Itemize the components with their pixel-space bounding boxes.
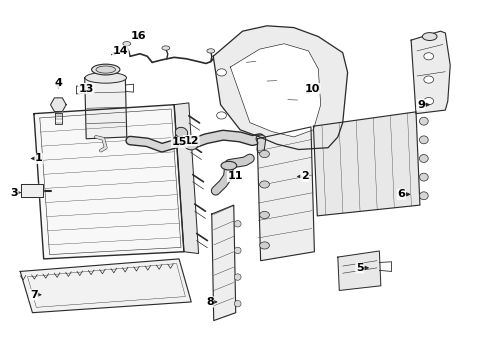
Polygon shape <box>314 112 420 216</box>
Ellipse shape <box>175 127 188 138</box>
Text: 3: 3 <box>11 188 18 198</box>
Ellipse shape <box>234 247 241 254</box>
Ellipse shape <box>419 117 428 125</box>
Polygon shape <box>230 44 321 137</box>
Ellipse shape <box>419 192 428 200</box>
Polygon shape <box>34 105 184 259</box>
Text: 6: 6 <box>397 189 405 199</box>
Text: 4: 4 <box>54 78 62 88</box>
Text: 15: 15 <box>172 138 187 147</box>
Polygon shape <box>212 205 236 320</box>
Polygon shape <box>50 98 66 112</box>
Polygon shape <box>85 76 127 139</box>
Circle shape <box>217 112 226 119</box>
Circle shape <box>217 69 226 76</box>
Ellipse shape <box>234 274 241 280</box>
Ellipse shape <box>419 136 428 144</box>
Ellipse shape <box>123 41 131 46</box>
Polygon shape <box>21 184 43 197</box>
Circle shape <box>424 76 434 83</box>
Ellipse shape <box>96 66 116 73</box>
Circle shape <box>424 98 434 105</box>
Polygon shape <box>213 26 347 149</box>
Ellipse shape <box>221 161 237 170</box>
Text: 13: 13 <box>78 84 94 94</box>
Ellipse shape <box>419 173 428 181</box>
Ellipse shape <box>419 154 428 162</box>
Text: 7: 7 <box>30 290 38 300</box>
Polygon shape <box>411 31 450 114</box>
Ellipse shape <box>234 221 241 227</box>
Text: 12: 12 <box>183 136 199 145</box>
Polygon shape <box>174 103 198 253</box>
Polygon shape <box>338 251 381 291</box>
Text: 5: 5 <box>356 263 364 273</box>
Text: 1: 1 <box>35 153 43 163</box>
Ellipse shape <box>92 64 120 75</box>
Text: 14: 14 <box>113 46 128 56</box>
Ellipse shape <box>422 33 437 41</box>
Circle shape <box>260 181 270 188</box>
Text: 2: 2 <box>301 171 309 181</box>
Ellipse shape <box>184 138 198 150</box>
Text: 9: 9 <box>417 100 425 110</box>
Text: 11: 11 <box>227 171 243 181</box>
Circle shape <box>260 150 270 158</box>
Text: 8: 8 <box>206 297 214 307</box>
Ellipse shape <box>85 72 126 83</box>
Ellipse shape <box>207 49 215 53</box>
Ellipse shape <box>162 46 170 50</box>
Circle shape <box>260 211 270 219</box>
Text: 16: 16 <box>131 31 147 41</box>
Polygon shape <box>257 127 315 261</box>
Circle shape <box>260 242 270 249</box>
Polygon shape <box>20 259 191 313</box>
Circle shape <box>424 53 434 60</box>
Text: 10: 10 <box>305 84 320 94</box>
Ellipse shape <box>234 301 241 307</box>
